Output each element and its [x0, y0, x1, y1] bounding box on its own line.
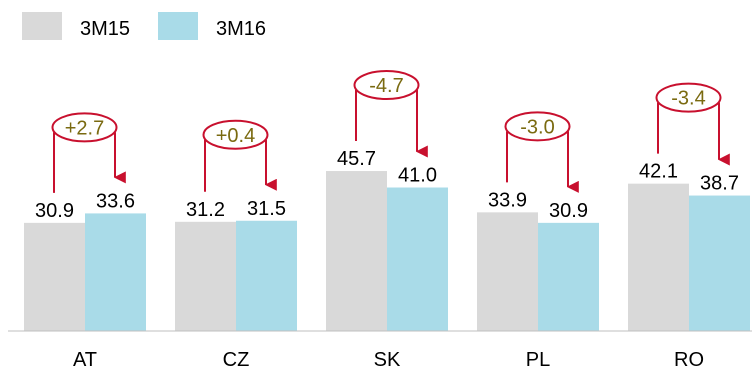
- bar-3m16-sk: [387, 187, 448, 331]
- x-tick-label-at: AT: [73, 349, 97, 371]
- change-label-pl: -3.0: [520, 116, 554, 138]
- value-label-3m15-pl: 33.9: [488, 189, 527, 211]
- bar-3m15-pl: [477, 212, 538, 331]
- bar-3m16-cz: [236, 220, 297, 331]
- change-label-cz: +0.4: [216, 125, 255, 147]
- legend-swatch-3m15: [22, 12, 62, 40]
- value-label-3m16-pl: 30.9: [549, 200, 588, 222]
- legend-label-3m16: 3M16: [216, 18, 266, 40]
- change-badge-sk: [353, 70, 420, 101]
- x-tick-label-ro: RO: [674, 349, 704, 371]
- value-label-3m16-ro: 38.7: [700, 173, 739, 195]
- value-label-3m15-cz: 31.2: [186, 199, 225, 221]
- change-arrow-sk: [355, 90, 428, 158]
- bar-3m15-ro: [628, 183, 689, 331]
- bar-3m15-cz: [175, 221, 236, 331]
- legend-swatch-3m16: [158, 12, 198, 40]
- change-badge-ro: [655, 82, 722, 113]
- x-tick-label-cz: CZ: [223, 349, 250, 371]
- bar-3m16-ro: [689, 195, 750, 331]
- change-label-at: +2.7: [65, 117, 104, 139]
- change-label-sk: -4.7: [369, 75, 403, 97]
- value-label-3m16-at: 33.6: [96, 190, 135, 212]
- bar-3m15-sk: [326, 171, 387, 331]
- value-label-3m16-sk: 41.0: [398, 165, 437, 187]
- bar-3m16-pl: [538, 222, 599, 331]
- plot-area: 30.9 33.6 +2.7 AT 31.2 31.5 +0.4 CZ 45.7 41.0 -4.7…: [24, 70, 750, 371]
- change-label-ro: -3.4: [671, 88, 705, 110]
- bar-3m16-at: [85, 213, 146, 331]
- x-tick-label-pl: PL: [526, 349, 550, 371]
- change-badge-pl: [504, 111, 571, 142]
- bar-3m15-at: [24, 222, 85, 331]
- x-tick-label-sk: SK: [374, 349, 401, 371]
- change-badge-at: [51, 112, 118, 143]
- value-label-3m15-at: 30.9: [35, 200, 74, 222]
- change-badge-cz: [202, 119, 269, 150]
- legend-label-3m15: 3M15: [80, 18, 130, 40]
- legend: 3M15 3M16: [22, 12, 266, 40]
- value-label-3m16-cz: 31.5: [247, 198, 286, 220]
- value-label-3m15-ro: 42.1: [639, 161, 678, 183]
- value-label-3m15-sk: 45.7: [337, 148, 376, 170]
